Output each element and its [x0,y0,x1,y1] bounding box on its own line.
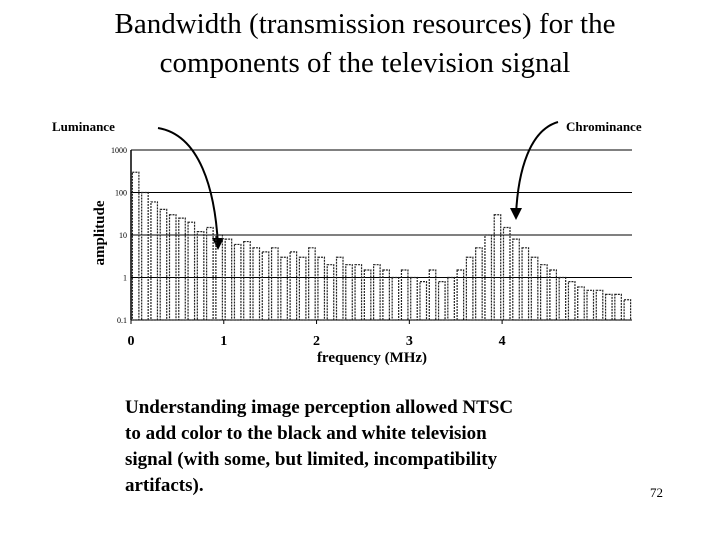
bar [549,269,557,321]
bar [521,247,530,321]
bar [595,289,604,321]
bar [335,256,344,321]
title-line: components of the television signal [160,47,571,79]
bar [206,226,214,321]
bar [502,226,511,321]
x-tick-label: 2 [313,334,320,349]
bar [456,269,465,321]
bar [280,256,288,321]
bar [447,276,455,321]
x-tick-label: 4 [499,334,506,349]
plot: 0.1 1 10 100 1000 0 1 2 3 4 [111,146,632,349]
bar [540,264,548,321]
bar [326,264,335,321]
y-tick-label: 100 [115,189,127,198]
bar [604,293,613,321]
bar [159,208,168,321]
body-line: signal (with some, but limited, incompat… [125,449,498,470]
y-tick-label: 10 [119,231,127,240]
bar [298,256,307,321]
arrowhead [510,208,522,220]
body-line: artifacts). [125,475,204,496]
bar [567,281,576,321]
body-line: to add color to the black and white tele… [125,423,487,444]
annotation: Luminance [52,119,115,134]
bar [261,251,270,321]
bar [215,234,223,321]
bar [623,299,632,321]
bar [168,214,177,321]
arrowhead [212,238,224,250]
arrow [157,127,219,246]
bar [131,171,140,321]
bar [354,264,363,321]
bar [289,251,298,321]
bar [373,264,381,321]
title-line: Bandwidth (transmission resources) for t… [115,8,616,40]
bar [465,256,474,321]
bar [512,238,520,321]
bar [577,286,585,321]
arrow [515,121,559,216]
bar [391,276,400,321]
bar [586,289,595,321]
bar [345,264,353,321]
bar [614,293,622,321]
x-tick-label: 3 [406,334,413,349]
y-tick-label: 1000 [111,146,127,155]
bar [150,201,159,321]
bar [141,191,149,321]
bar [558,276,567,321]
bar [270,247,279,321]
bar [484,234,493,321]
bar [530,256,539,321]
y-tick-label: 0.1 [117,316,127,325]
bar [419,281,428,321]
bar [437,281,446,321]
page-number: 72 [650,485,663,500]
bar [428,269,437,321]
bar [475,247,483,321]
bar [187,221,196,321]
x-tick-label: 1 [220,334,227,349]
bar [224,238,233,321]
x-tick-label: 0 [128,334,135,349]
bar [410,276,418,321]
bar [308,247,316,321]
bar [493,214,502,321]
bar [178,217,186,321]
bar [317,256,326,321]
annotation: Chrominance [566,119,642,134]
bar [196,231,205,321]
body-line: Understanding image perception allowed N… [125,397,513,418]
bar [243,240,251,321]
x-axis-label: frequency (MHz) [317,350,427,366]
bar [252,247,261,321]
bar [400,269,409,321]
bar [363,269,372,321]
y-tick-label: 1 [123,274,127,283]
y-axis-label: amplitude [92,200,108,265]
bar [382,269,390,321]
bar [233,243,242,321]
